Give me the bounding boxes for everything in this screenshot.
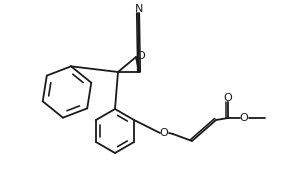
Text: O: O <box>224 93 232 103</box>
Text: N: N <box>135 4 143 14</box>
Text: O: O <box>160 128 168 138</box>
Text: O: O <box>240 113 248 123</box>
Text: O: O <box>137 51 145 61</box>
